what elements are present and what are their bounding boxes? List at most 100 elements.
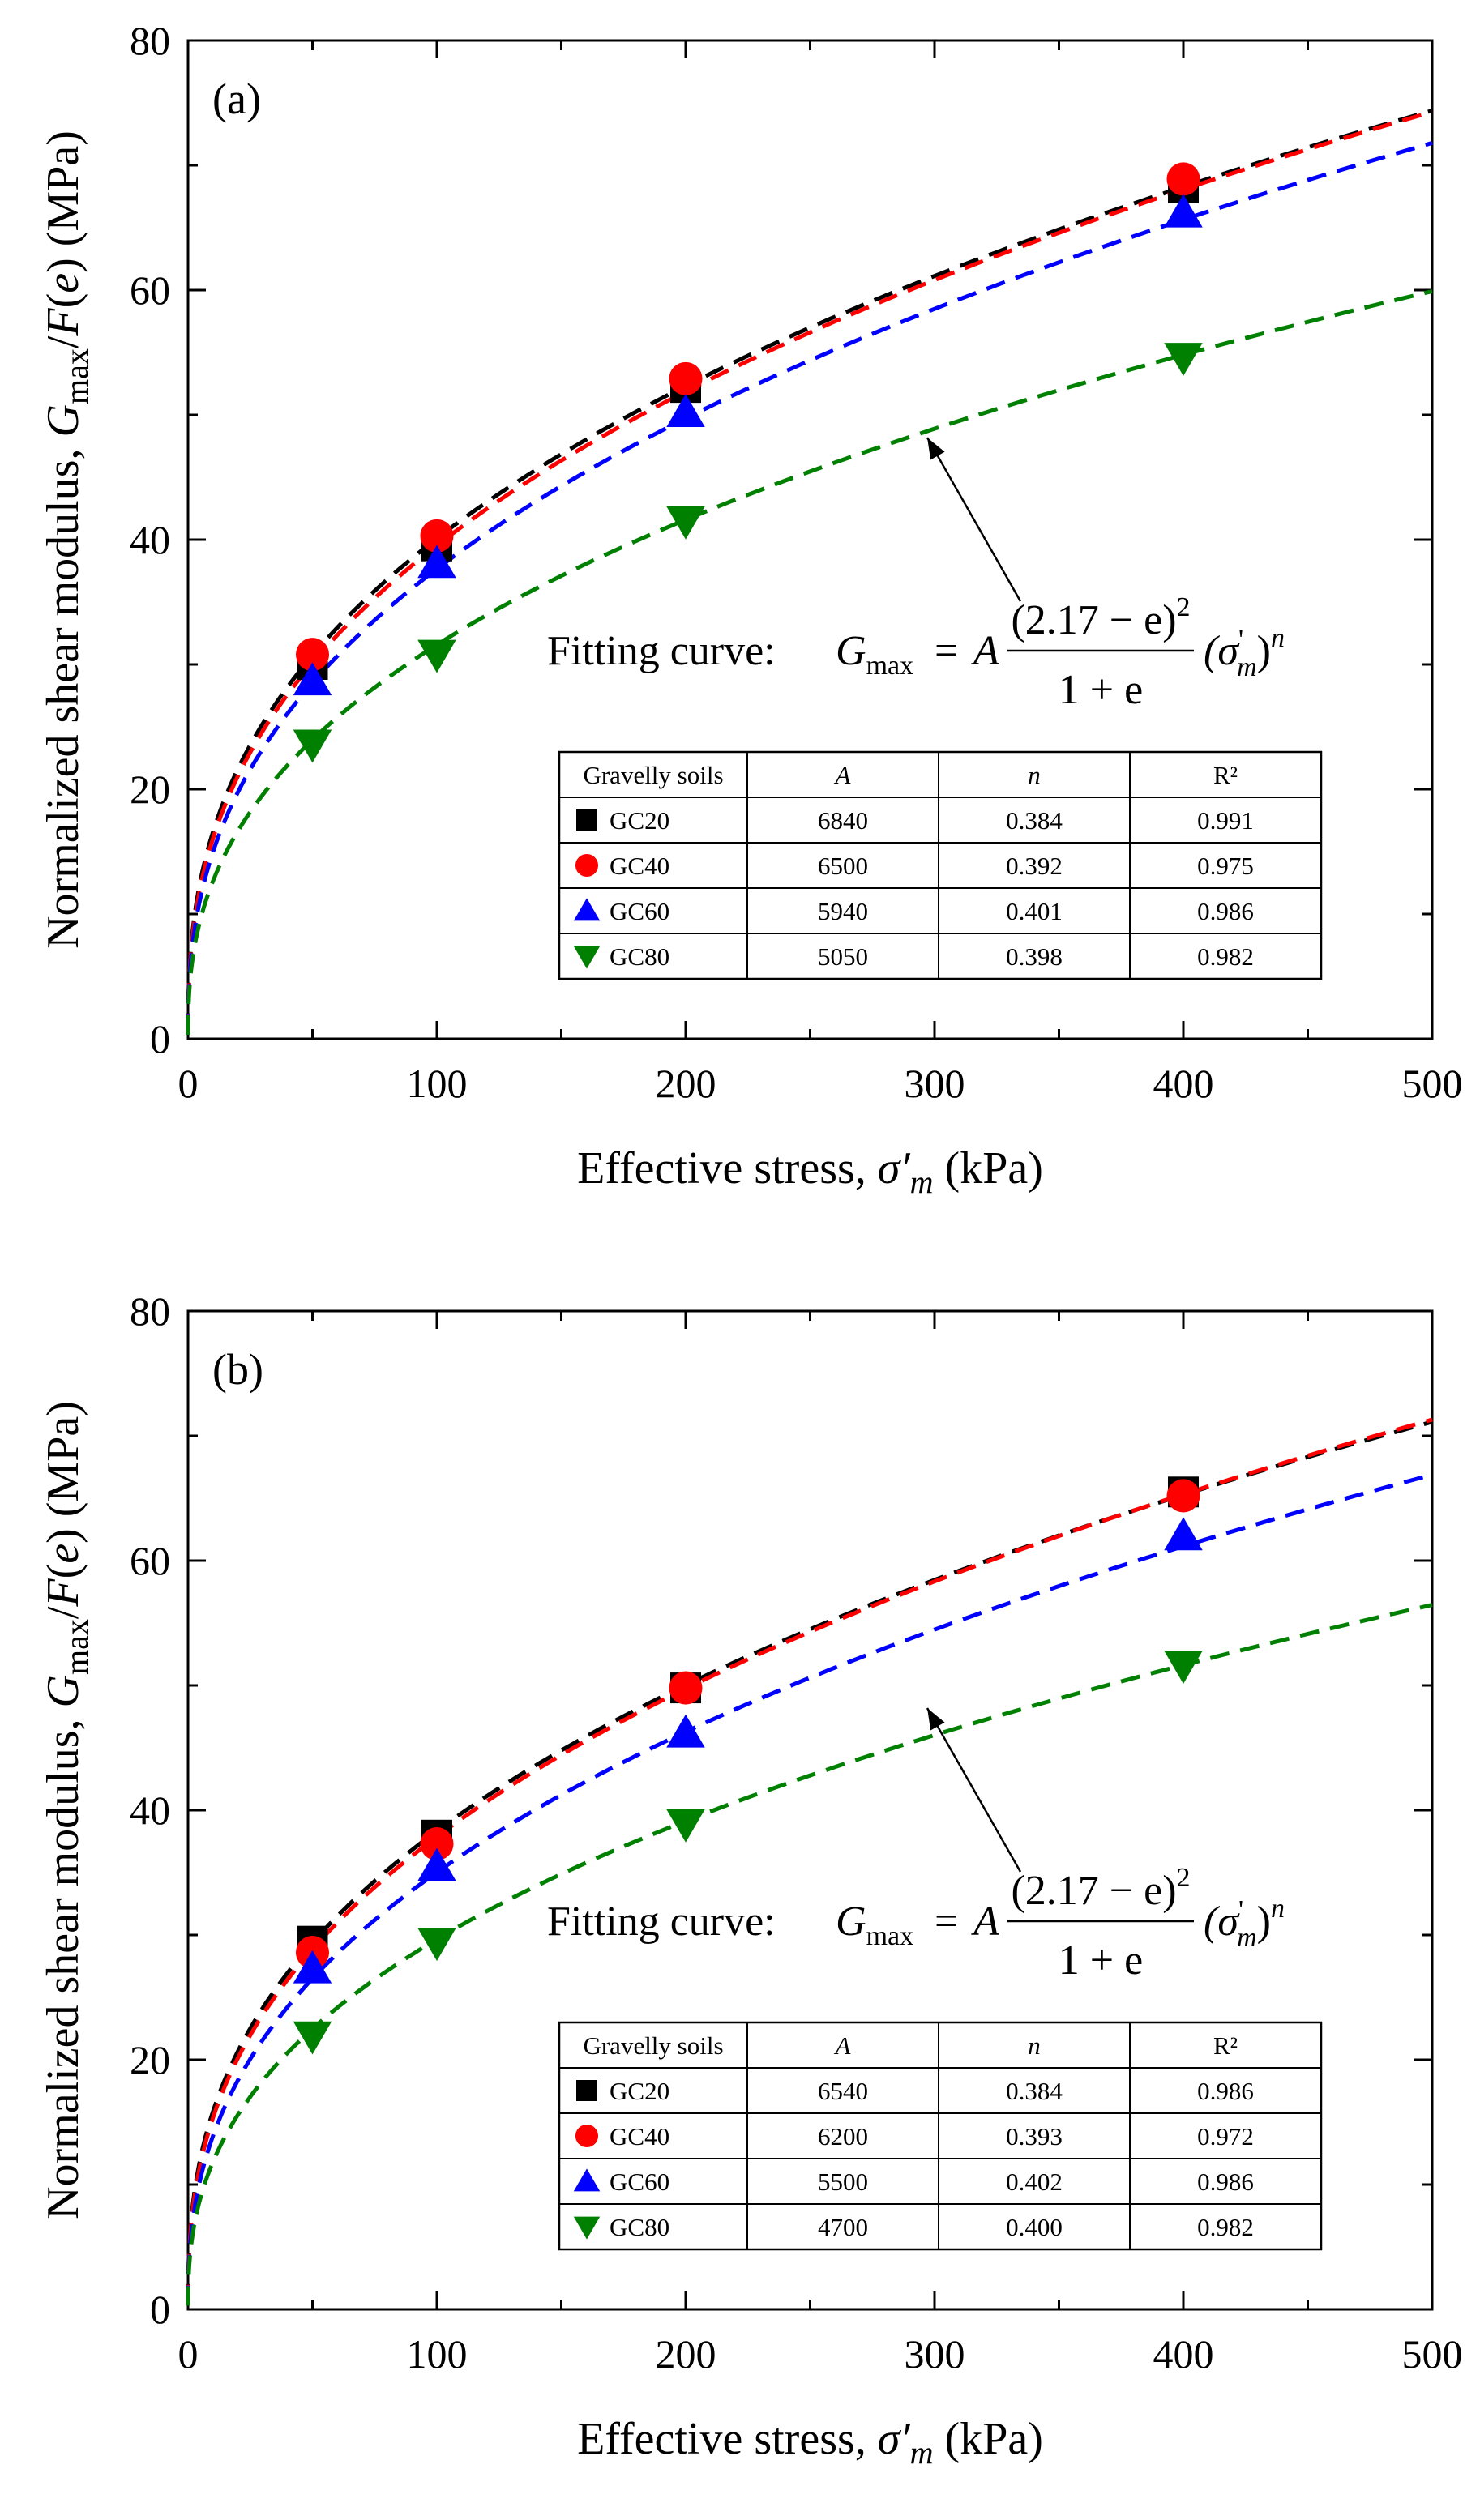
x-tick-label: 400	[1153, 1061, 1214, 1106]
x-tick-label: 300	[905, 1061, 965, 1106]
parameter-table-a: 5050	[818, 942, 868, 971]
fitting-eq-numerator-power: 2	[1177, 592, 1191, 622]
parameter-table-r2: 0.986	[1197, 2077, 1254, 2105]
annotation-arrow-line	[927, 438, 1020, 601]
parameter-table-soil: GC40	[610, 2122, 669, 2151]
parameter-table-header: Gravelly soils	[583, 2031, 723, 2060]
parameter-table-n: 0.401	[1006, 897, 1063, 925]
x-tick-label: 500	[1402, 1061, 1463, 1106]
parameter-table: Gravelly soils An R²GC20 6540 0.384 0.986GC40…	[559, 2022, 1321, 2249]
parameter-table-n: 0.384	[1006, 2077, 1063, 2105]
parameter-table-soil: GC20	[610, 806, 669, 835]
panel-label: (b)	[212, 1345, 263, 1394]
y-axis-label-open: (	[38, 1564, 88, 1579]
fitting-eq-numerator-text: (2.17 − e)	[1011, 597, 1176, 643]
fitting-eq-sigma-prime: '	[1238, 1895, 1243, 1925]
parameter-table-n: 0.400	[1006, 2213, 1063, 2241]
x-axis-label: Effective stress, σ′m (kPa)	[577, 2414, 1043, 2471]
fitting-eq-sigma-sub: m	[1237, 1923, 1257, 1953]
y-tick-label: 60	[130, 267, 170, 313]
parameter-table-r2: 0.975	[1197, 852, 1254, 880]
fitting-eq-g-sub: max	[866, 1921, 914, 1951]
parameter-table-r2: 0.991	[1197, 806, 1254, 835]
parameter-table-header: R²	[1213, 2031, 1238, 2060]
data-point-gc60	[1164, 1517, 1203, 1550]
y-axis-label-g: G	[38, 1675, 88, 1707]
x-tick-label: 0	[178, 1061, 199, 1106]
y-axis-label-prefix: Normalized shear modulus,	[38, 437, 88, 948]
parameter-table-soil: GC80	[610, 2213, 669, 2241]
y-tick-label: 80	[130, 1288, 170, 1334]
y-axis-label-slash: /	[38, 1606, 88, 1619]
x-axis-label-prefix: Effective stress,	[577, 1143, 878, 1194]
fitting-eq-sigma: (σ' m)n	[1204, 623, 1285, 682]
parameter-table-r2: 0.982	[1197, 2213, 1254, 2241]
parameter-table-soil: GC60	[610, 897, 669, 925]
data-point-gc80	[1164, 1651, 1203, 1684]
y-tick-label: 40	[130, 1787, 170, 1833]
data-point-gc80	[417, 1928, 456, 1961]
fitting-eq-sigma-prime: '	[1238, 625, 1243, 655]
fitting-eq-power: n	[1271, 1894, 1285, 1924]
parameter-table-a: 4700	[818, 2213, 868, 2241]
parameter-table-a: 5940	[818, 897, 868, 925]
fitting-curve-label: Fitting curve:	[547, 628, 776, 674]
y-tick-label: 60	[130, 1538, 170, 1583]
fitting-eq-g: Gmax	[836, 628, 913, 681]
fitting-eq-equals: =	[935, 1899, 958, 1945]
annotation-arrow-head	[927, 438, 945, 460]
parameter-table-n: 0.392	[1006, 852, 1063, 880]
parameter-table-marker-gc40	[575, 2125, 598, 2147]
y-axis-label-open: (	[38, 293, 88, 309]
fitting-eq-sigma: (σ' m)n	[1204, 1894, 1285, 1953]
x-axis-label: Effective stress, σ′m (kPa)	[577, 1143, 1043, 1200]
data-point-gc60	[666, 1715, 705, 1748]
y-axis-label-prefix: Normalized shear modulus,	[38, 1707, 88, 2219]
y-tick-label: 0	[150, 2287, 170, 2332]
y-axis-label-f: F	[38, 1578, 88, 1608]
data-point-gc80	[417, 640, 456, 673]
fitting-eq-g-symbol: G	[836, 1899, 866, 1945]
data-point-gc80	[666, 1809, 705, 1843]
data-point-gc40	[669, 1672, 702, 1705]
parameter-table-r2: 0.986	[1197, 897, 1254, 925]
fitting-eq-sigma-sub: m	[1237, 652, 1257, 682]
y-tick-label: 80	[130, 18, 170, 63]
parameter-table-n: 0.384	[1006, 806, 1063, 835]
y-tick-label: 40	[130, 517, 170, 562]
fitting-eq-denominator: 1 + e	[1059, 1937, 1143, 1984]
y-axis-label-e: e	[38, 273, 88, 293]
y-axis-label-slash: /	[38, 335, 88, 348]
y-tick-label: 20	[130, 767, 170, 812]
fitting-eq-g-sub: max	[866, 651, 914, 681]
parameter-table-n: 0.393	[1006, 2122, 1063, 2151]
parameter-table-a: 6200	[818, 2122, 868, 2151]
fitting-eq-numerator: (2.17 − e)2	[1011, 1863, 1190, 1914]
parameter-table-header: R²	[1213, 761, 1238, 789]
x-axis-label-prefix: Effective stress,	[577, 2414, 878, 2464]
fitting-eq-equals: =	[935, 628, 958, 674]
parameter-table-soil: GC60	[610, 2168, 669, 2196]
parameter-table-header: A	[834, 2031, 852, 2060]
y-axis-label-close: ) (MPa)	[38, 130, 88, 273]
parameter-table-marker-gc20	[576, 2080, 597, 2101]
x-tick-label: 500	[1402, 2331, 1463, 2377]
x-tick-label: 100	[407, 2331, 468, 2377]
x-tick-label: 0	[178, 2331, 199, 2377]
fitting-eq-numerator-text: (2.17 − e)	[1011, 1868, 1176, 1914]
fitting-eq-numerator-power: 2	[1177, 1863, 1191, 1893]
y-tick-label: 0	[150, 1016, 170, 1061]
x-tick-label: 100	[407, 1061, 468, 1106]
data-point-gc80	[666, 506, 705, 540]
parameter-table-a: 5500	[818, 2168, 868, 2196]
data-point-gc80	[293, 2022, 332, 2055]
fitting-eq-denominator: 1 + e	[1059, 667, 1143, 713]
data-point-gc80	[293, 730, 332, 763]
parameter-table-r2: 0.982	[1197, 942, 1254, 971]
chart-panel-a: 0 100 200 300 400 500020406080Effective stres…	[38, 18, 1463, 1200]
chart-panel-b: 0 100 200 300 400 500 0 20 40 60 80 Effective stres…	[38, 1288, 1463, 2471]
parameter-table-header: n	[1028, 2031, 1041, 2060]
parameter-table-marker-gc20	[576, 809, 597, 831]
data-point-gc40	[669, 362, 702, 395]
